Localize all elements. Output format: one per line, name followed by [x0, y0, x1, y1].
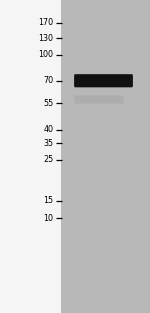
FancyBboxPatch shape [74, 74, 133, 87]
Text: 70: 70 [43, 76, 53, 85]
Text: 170: 170 [38, 18, 53, 27]
Text: 15: 15 [43, 197, 53, 205]
Text: 100: 100 [38, 50, 53, 59]
Text: 55: 55 [43, 99, 53, 108]
FancyBboxPatch shape [74, 95, 124, 104]
Text: 35: 35 [43, 139, 53, 147]
Text: 25: 25 [43, 155, 53, 164]
Bar [61, 0, 150, 313]
Text: 40: 40 [43, 126, 53, 134]
Text: 10: 10 [43, 214, 53, 223]
Text: 130: 130 [38, 34, 53, 43]
Bar [0, 0, 61, 313]
